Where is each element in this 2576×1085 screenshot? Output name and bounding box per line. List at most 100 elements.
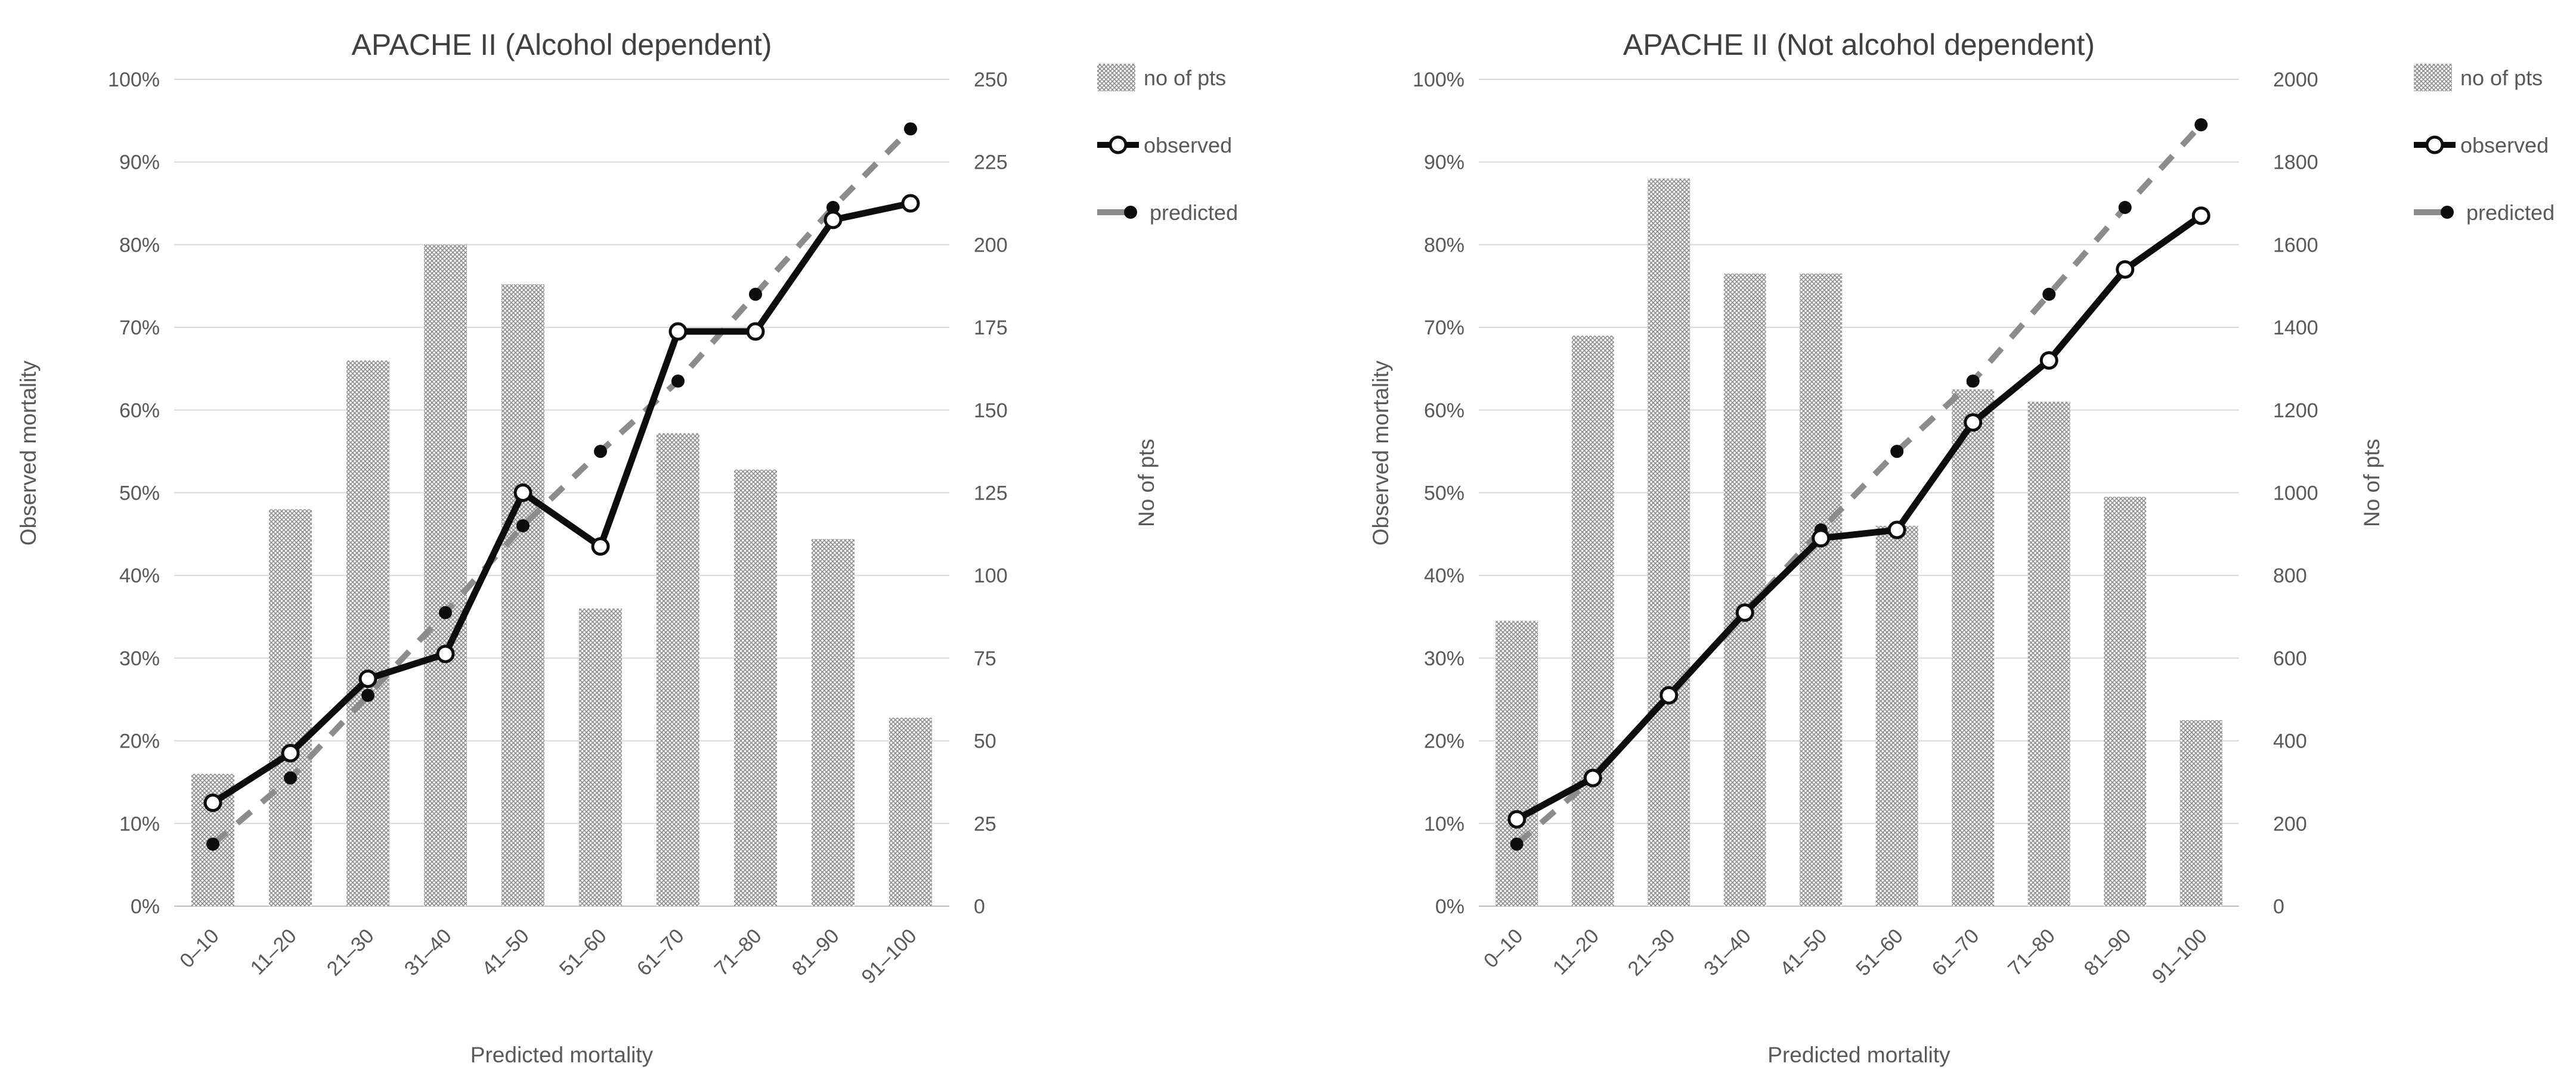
legend-swatch-no-of-pts	[1097, 64, 1135, 91]
observed-marker	[358, 669, 377, 689]
y-right-tick-label: 1800	[2273, 151, 2318, 174]
x-tick-label: 0–10	[1479, 925, 1527, 972]
y-left-tick-label: 30%	[119, 647, 160, 670]
y-right-tick-label: 1400	[2273, 317, 2318, 339]
observed-marker	[591, 537, 610, 556]
y-right-tick-label: 1000	[2273, 482, 2318, 505]
x-tick-label: 11–20	[246, 925, 301, 979]
bar	[889, 717, 932, 906]
y-axis-right-title: No of pts	[2360, 439, 2384, 527]
observed-marker	[2039, 351, 2058, 370]
predicted-marker	[516, 519, 530, 532]
predicted-marker	[284, 771, 297, 785]
observed-marker	[513, 483, 532, 502]
chart-title: APACHE II (Not alcohol dependent)	[1623, 28, 2095, 61]
legend-label-predicted: predicted	[2466, 200, 2555, 225]
observed-line	[1515, 213, 2203, 823]
y-right-tick-label: 150	[974, 399, 1008, 422]
x-tick-label: 91–100	[2148, 925, 2212, 988]
legend: no of pts observed predicted	[1097, 64, 1238, 225]
legend-marker-observed	[2425, 135, 2444, 154]
y-right-tick-label: 250	[974, 69, 1008, 91]
predicted-marker	[826, 200, 840, 214]
observed-marker	[2116, 260, 2135, 279]
predicted-marker	[594, 445, 607, 458]
bar	[1800, 273, 1843, 906]
x-tick-label: 51–60	[1852, 925, 1908, 981]
predicted-marker	[1890, 445, 1904, 458]
x-axis-ticks: 0–10 11–20 21–30 31–40 41–50 51–60 61–70 71–80 8…	[1479, 925, 2212, 988]
legend-label-predicted: predicted	[1150, 200, 1238, 225]
y-right-tick-label: 25	[974, 813, 996, 835]
x-tick-label: 91–100	[857, 925, 921, 988]
x-tick-label: 71–80	[2004, 925, 2060, 981]
x-tick-label: 61–70	[1928, 925, 1984, 981]
y-left-tick-label: 30%	[1424, 647, 1465, 670]
y-right-tick-label: 175	[974, 317, 1008, 339]
y-axis-left-ticks: 0% 10% 20% 30% 40% 50% 60% 70% 80% 90% 100%	[1413, 69, 1465, 918]
chart-not-alcohol-dependent: 0% 10% 20% 30% 40% 50% 60% 70% 80% 90% 100% 0 200 400…	[1288, 0, 2576, 1085]
y-right-tick-label: 1600	[2273, 234, 2318, 256]
y-axis-left-ticks: 0% 10% 20% 30% 40% 50% 60% 70% 80% 90% 100%	[108, 69, 160, 918]
x-tick-label: 0–10	[175, 925, 223, 972]
predicted-marker	[2194, 118, 2208, 132]
bar	[1571, 335, 1614, 906]
bar	[269, 509, 312, 906]
y-left-tick-label: 10%	[119, 813, 160, 835]
bar	[657, 433, 699, 906]
bar	[346, 360, 389, 906]
y-right-tick-label: 200	[2273, 813, 2307, 835]
chart-alcohol-dependent: 0% 10% 20% 30% 40% 50% 60% 70% 80% 90% 100% 0 25 50 75…	[16, 28, 1238, 1067]
y-left-tick-label: 10%	[1424, 813, 1465, 835]
bar	[1496, 621, 1538, 906]
x-tick-label: 41–50	[478, 925, 534, 981]
predicted-line	[210, 126, 913, 847]
predicted-marker	[1966, 374, 1980, 388]
observed-series	[1507, 206, 2210, 829]
x-axis-ticks: 0–10 11–20 21–30 31–40 41–50 51–60 61–70 71–80 8…	[175, 925, 921, 988]
y-left-tick-label: 90%	[119, 151, 160, 174]
observed-marker	[668, 322, 688, 341]
x-axis-title: Predicted mortality	[470, 1043, 654, 1067]
x-tick-label: 41–50	[1776, 925, 1832, 981]
bar	[501, 284, 544, 906]
bar	[2179, 720, 2222, 906]
y-left-tick-label: 50%	[1424, 482, 1465, 505]
y-left-tick-label: 20%	[119, 730, 160, 753]
x-tick-label: 51–60	[555, 925, 611, 981]
x-tick-label: 31–40	[1699, 925, 1755, 981]
chart-canvas: 0% 10% 20% 30% 40% 50% 60% 70% 80% 90% 100% 0 25 50 75…	[16, 28, 1238, 1067]
y-axis-left-title: Observed mortality	[16, 360, 41, 545]
observed-marker	[1887, 520, 1906, 540]
y-left-tick-label: 80%	[1424, 234, 1465, 256]
y-right-tick-label: 400	[2273, 730, 2307, 753]
legend-label-observed: observed	[1144, 133, 1232, 157]
y-right-tick-label: 2000	[2273, 69, 2318, 91]
y-left-tick-label: 40%	[1424, 565, 1465, 587]
y-right-tick-label: 50	[974, 730, 996, 753]
y-right-tick-label: 225	[974, 151, 1008, 174]
bar	[1875, 525, 1918, 906]
y-left-tick-label: 70%	[1424, 317, 1465, 339]
bar-series-no-of-pts	[1496, 178, 2222, 907]
predicted-marker	[439, 606, 452, 619]
x-tick-label: 61–70	[633, 925, 689, 981]
x-tick-label: 11–20	[1549, 925, 1603, 979]
y-left-tick-label: 40%	[119, 565, 160, 587]
legend-label-no-of-pts: no of pts	[1144, 66, 1226, 90]
observed-series	[203, 194, 920, 813]
observed-marker	[1812, 529, 1831, 548]
legend-label-no-of-pts: no of pts	[2460, 66, 2543, 90]
y-left-tick-label: 0%	[131, 895, 160, 918]
observed-marker	[1735, 603, 1754, 622]
chart-canvas: 0% 10% 20% 30% 40% 50% 60% 70% 80% 90% 100% 0 200 400…	[1368, 28, 2555, 1067]
observed-marker	[436, 644, 455, 664]
bar	[424, 244, 467, 906]
predicted-marker	[2118, 200, 2132, 214]
predicted-marker	[1510, 837, 1524, 851]
y-right-tick-label: 100	[974, 565, 1008, 587]
observed-marker	[746, 322, 765, 341]
x-tick-label: 81–90	[2080, 925, 2136, 981]
x-tick-label: 21–30	[1624, 925, 1680, 981]
